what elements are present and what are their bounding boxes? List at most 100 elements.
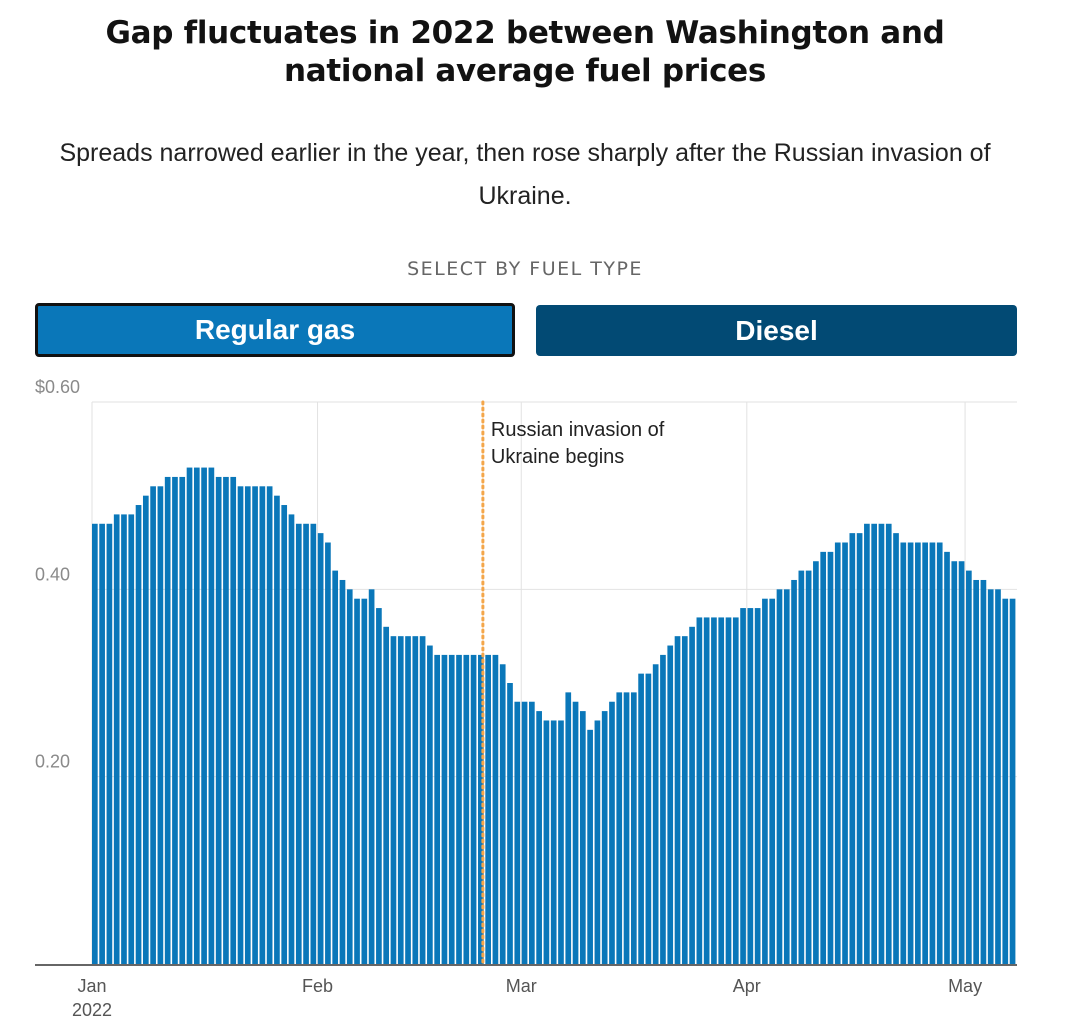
bar xyxy=(980,579,987,964)
bar xyxy=(944,551,950,964)
bar xyxy=(747,608,754,964)
bar xyxy=(798,570,805,964)
diesel-button-label: Diesel xyxy=(735,314,818,346)
bar xyxy=(376,608,382,964)
bar xyxy=(281,505,288,964)
bar xyxy=(754,608,761,964)
chart-subtitle: Spreads narrowed earlier in the year, th… xyxy=(59,139,991,210)
bar xyxy=(645,673,652,964)
bar xyxy=(813,561,819,964)
bar xyxy=(135,505,142,964)
bar xyxy=(667,645,674,964)
x-tick-label: May xyxy=(948,976,982,996)
bar xyxy=(361,598,368,964)
bar xyxy=(266,486,273,964)
bar xyxy=(594,720,601,964)
bar xyxy=(907,542,914,964)
bar xyxy=(929,542,936,964)
bar xyxy=(448,654,455,964)
y-tick-label: 0.40 xyxy=(35,564,70,584)
bar xyxy=(456,654,462,964)
bar xyxy=(186,467,193,964)
bar xyxy=(725,617,732,964)
bar xyxy=(966,570,972,964)
bar xyxy=(550,720,557,964)
bar xyxy=(856,533,863,964)
invasion-annotation-text: Russian invasion of xyxy=(491,419,665,441)
bar xyxy=(201,467,207,964)
bar xyxy=(703,617,710,964)
diesel-button[interactable]: Diesel xyxy=(536,305,1017,356)
bar xyxy=(113,514,120,964)
bar xyxy=(973,579,979,964)
bar xyxy=(179,476,186,964)
bar xyxy=(128,514,135,964)
bar xyxy=(288,514,295,964)
bar xyxy=(339,579,346,964)
bar xyxy=(616,692,623,964)
y-tick-label: 0.20 xyxy=(35,752,70,772)
bar xyxy=(252,486,258,964)
bar xyxy=(958,561,965,964)
bar xyxy=(529,701,535,964)
bar xyxy=(783,589,790,964)
bar xyxy=(740,608,746,964)
bar xyxy=(514,701,521,964)
bar xyxy=(230,476,237,964)
bar xyxy=(412,636,419,964)
bar xyxy=(638,673,644,964)
bar xyxy=(223,476,229,964)
y-tick-label: $0.60 xyxy=(35,377,80,397)
x-tick-label: Feb xyxy=(302,976,333,996)
bar xyxy=(142,495,149,964)
bar xyxy=(885,523,892,964)
x-tick-sublabel: 2022 xyxy=(72,1000,112,1020)
bar xyxy=(354,598,360,964)
chart-title: Gap fluctuates in 2022 between Washingto… xyxy=(105,15,945,89)
bar xyxy=(769,598,776,964)
bar xyxy=(827,551,834,964)
bar xyxy=(1009,598,1016,964)
bar xyxy=(193,467,200,964)
bar xyxy=(987,589,994,964)
bar xyxy=(900,542,907,964)
bar xyxy=(92,523,98,964)
bar xyxy=(419,636,426,964)
bar xyxy=(317,533,324,964)
bar xyxy=(630,692,637,964)
bar xyxy=(164,476,171,964)
bar xyxy=(390,636,397,964)
bar xyxy=(368,589,375,964)
bar xyxy=(521,701,528,964)
bar xyxy=(1002,598,1009,964)
bar xyxy=(565,692,572,964)
bar xyxy=(274,495,280,964)
bar xyxy=(922,542,928,964)
bar xyxy=(864,523,870,964)
x-tick-label: Mar xyxy=(506,976,537,996)
bar xyxy=(652,664,659,964)
x-tick-label: Apr xyxy=(733,976,761,996)
bar xyxy=(609,701,615,964)
bar xyxy=(579,711,586,964)
bar xyxy=(587,729,593,964)
bar xyxy=(150,486,156,964)
bar xyxy=(310,523,317,964)
bar xyxy=(295,523,302,964)
bar xyxy=(405,636,411,964)
bar xyxy=(681,636,688,964)
bar xyxy=(157,486,164,964)
bar xyxy=(601,711,608,964)
bar xyxy=(936,542,943,964)
bar xyxy=(878,523,885,964)
bar xyxy=(674,636,681,964)
bar xyxy=(791,579,797,964)
bar xyxy=(718,617,725,964)
bar xyxy=(834,542,841,964)
regular-gas-button[interactable]: Regular gas xyxy=(35,303,515,357)
bar xyxy=(951,561,958,964)
bar xyxy=(434,654,440,964)
bar xyxy=(303,523,309,964)
bar xyxy=(215,476,222,964)
bar xyxy=(543,720,550,964)
